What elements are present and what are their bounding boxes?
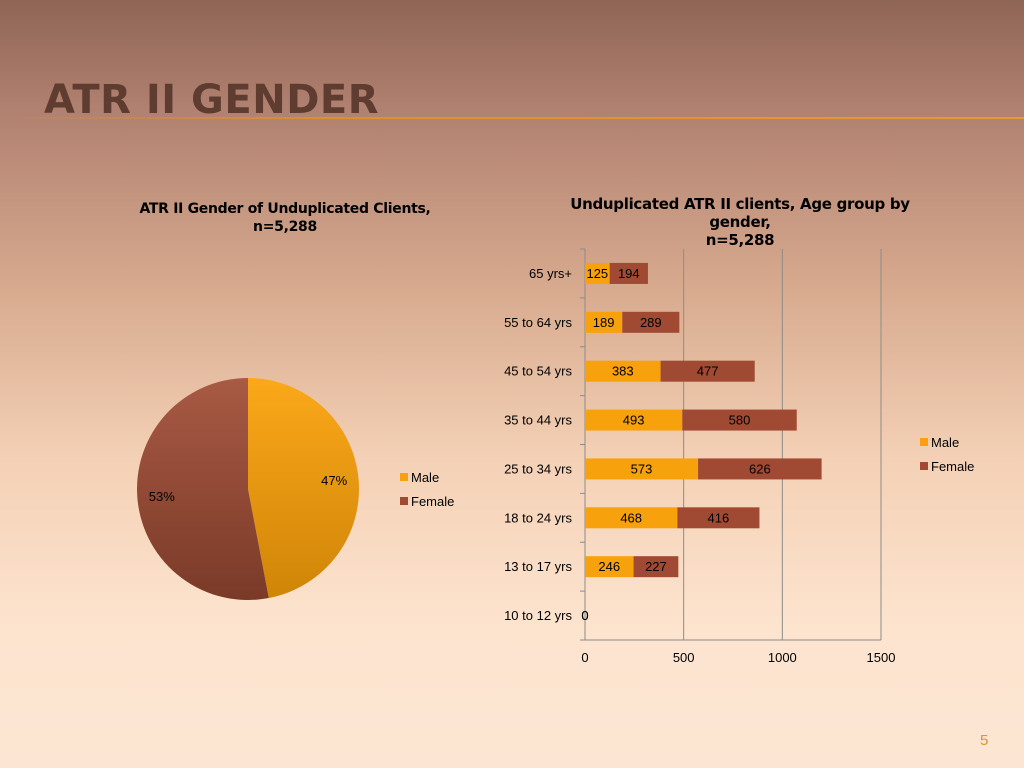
bar-female (633, 556, 679, 578)
pie-label-male: 47% (321, 473, 347, 488)
bar-chart-title-line-2: n=5,288 (705, 231, 775, 249)
bar-value-label-male: 0 (581, 608, 588, 623)
y-tick-label: 45 to 54 yrs (504, 364, 572, 379)
legend-swatch-female (400, 497, 408, 505)
x-tick-label: 500 (673, 650, 695, 665)
bar-female (660, 360, 755, 382)
bar-male (585, 360, 661, 382)
bar-female (698, 458, 822, 480)
pie-chart-title-line-1: ATR II Gender of Unduplicated Clients, (139, 201, 431, 217)
bar-legend-label-female: Female (931, 458, 975, 474)
page-number: 5 (980, 732, 989, 749)
pie-slice-male (248, 378, 360, 599)
bar-male (585, 507, 678, 529)
legend-item-female: Female (400, 489, 454, 513)
bar-value-label-male: 493 (623, 413, 645, 428)
bar-legend-item-female: Female (920, 454, 974, 478)
bar-female (677, 507, 760, 529)
bar-legend-label-male: Male (931, 434, 960, 450)
y-tick-label: 25 to 34 yrs (504, 461, 572, 476)
legend-label-male: Male (411, 469, 440, 485)
bar-female (622, 311, 680, 333)
y-tick-label: 35 to 44 yrs (504, 413, 572, 428)
pie-chart-title-line-2: n=5,288 (253, 219, 317, 235)
x-tick-label: 1500 (867, 650, 896, 665)
bar-value-label-female: 194 (618, 266, 640, 281)
y-tick-label: 65 yrs+ (529, 266, 572, 281)
x-tick-label: 1000 (768, 650, 797, 665)
bar-female (682, 409, 797, 431)
legend-item-male: Male (400, 465, 454, 489)
bar-male (585, 262, 610, 284)
x-tick-label: 0 (581, 650, 588, 665)
bar-value-label-female: 227 (645, 559, 667, 574)
pie-label-female: 53% (149, 489, 175, 504)
bar-chart-title: Unduplicated ATR II clients, Age group b… (540, 195, 940, 249)
bar-value-label-male: 383 (612, 364, 634, 379)
bar-chart-legend: Male Female (920, 430, 974, 478)
bar-chart-title-line-1: Unduplicated ATR II clients, Age group b… (570, 195, 910, 231)
bar-value-label-male: 125 (586, 266, 608, 281)
bar-value-label-male: 573 (631, 461, 653, 476)
slide-title: ATR II GENDER (44, 77, 380, 123)
title-underline (0, 117, 1024, 119)
bar-value-label-female: 0 (581, 608, 588, 623)
bar-value-label-female: 416 (708, 510, 730, 525)
pie-chart-title: ATR II Gender of Unduplicated Clients, n… (130, 200, 440, 236)
bar-value-label-male: 468 (620, 510, 642, 525)
bar-male (585, 409, 683, 431)
pie-chart-legend: Male Female (400, 465, 454, 513)
bar-value-label-male: 246 (598, 559, 620, 574)
y-tick-label: 13 to 17 yrs (504, 559, 572, 574)
bar-male (585, 556, 634, 578)
bar-legend-swatch-female (920, 462, 928, 470)
bar-value-label-female: 289 (640, 315, 662, 330)
bar-male (585, 458, 699, 480)
y-tick-label: 10 to 12 yrs (504, 608, 572, 623)
y-tick-label: 18 to 24 yrs (504, 510, 572, 525)
bar-value-label-female: 626 (749, 461, 771, 476)
bar-value-label-female: 477 (697, 364, 719, 379)
bar-value-label-male: 189 (593, 315, 615, 330)
legend-label-female: Female (411, 493, 455, 509)
bar-male (585, 311, 623, 333)
bar-female (609, 262, 648, 284)
bar-value-label-female: 580 (729, 413, 751, 428)
bar-legend-swatch-male (920, 438, 928, 446)
legend-swatch-male (400, 473, 408, 481)
pie-slice-female (137, 378, 269, 600)
y-tick-label: 55 to 64 yrs (504, 315, 572, 330)
bar-legend-item-male: Male (920, 430, 974, 454)
